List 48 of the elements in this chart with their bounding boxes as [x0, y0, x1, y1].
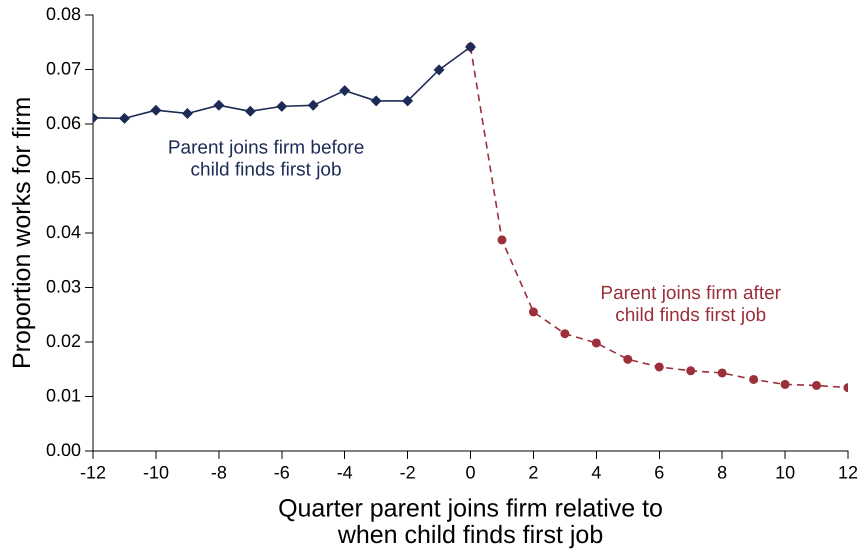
point: [623, 354, 632, 364]
point: [812, 380, 822, 390]
x-tick-label: -12: [80, 462, 106, 483]
point: [654, 362, 664, 372]
x-tick-label: 4: [591, 462, 602, 483]
x-tick-label: 0: [466, 462, 476, 483]
point: [244, 106, 256, 117]
point: [560, 329, 570, 338]
point: [780, 380, 790, 389]
x-tick-label: -2: [400, 462, 416, 483]
y-tick-label: 0.07: [46, 58, 82, 78]
y-tick-label: 0.06: [46, 112, 82, 133]
x-tick-label: -4: [336, 462, 353, 483]
point: [718, 368, 727, 378]
point: [528, 307, 538, 316]
point: [276, 100, 288, 112]
point: [182, 108, 193, 119]
y-tick-label: 0.03: [46, 276, 82, 296]
point: [370, 95, 382, 106]
point: [213, 100, 224, 111]
point: [339, 85, 350, 96]
y-tick-label: 0.02: [46, 330, 82, 351]
x-tick-label: -8: [210, 462, 227, 483]
x-tick-label: 10: [775, 462, 796, 483]
y-tick-label: 0.01: [46, 385, 82, 406]
point: [308, 100, 319, 111]
point: [402, 95, 414, 106]
series-label: Parent joins firm before child finds first job: [168, 137, 364, 180]
point: [749, 374, 758, 384]
x-tick-label: 12: [838, 462, 858, 483]
y-tick-label: 0.00: [46, 440, 82, 460]
y-tick-label: 0.05: [46, 167, 82, 188]
y-axis-title: Proportion works for firm: [8, 96, 36, 369]
point: [150, 104, 162, 116]
point: [592, 338, 601, 348]
x-tick-label: 2: [528, 462, 538, 483]
x-axis-title: Quarter parent joins firm relative to when child finds first job: [278, 494, 663, 549]
series-label: Parent joins firm after child finds first job: [600, 283, 782, 326]
point: [686, 366, 696, 376]
point: [118, 112, 130, 124]
x-tick-label: 6: [654, 462, 664, 483]
point: [497, 235, 506, 244]
y-tick-label: 0.08: [46, 4, 82, 24]
x-tick-label: -6: [274, 462, 290, 483]
x-tick-label: 8: [717, 462, 728, 483]
point: [434, 64, 445, 76]
y-tick-label: 0.04: [46, 222, 82, 242]
x-tick-label: -10: [142, 462, 169, 483]
